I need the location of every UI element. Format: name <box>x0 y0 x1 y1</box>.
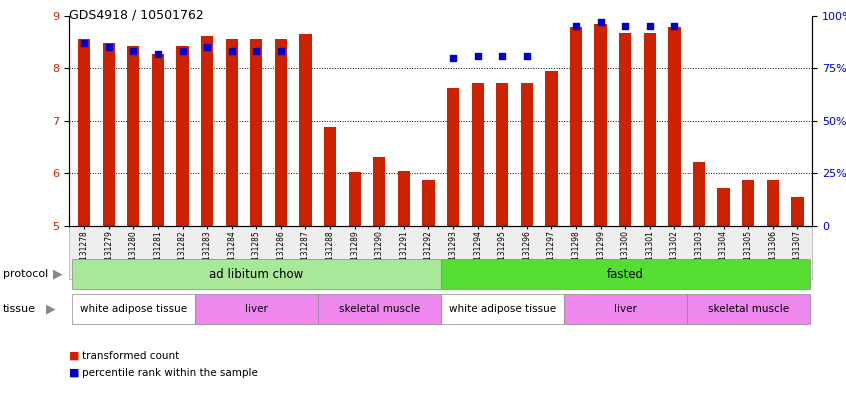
Point <box>102 44 116 50</box>
Point <box>225 48 239 55</box>
Text: liver: liver <box>614 304 637 314</box>
Bar <box>349 173 361 226</box>
Text: ad libitum chow: ad libitum chow <box>209 268 304 281</box>
Text: protocol: protocol <box>3 269 47 279</box>
Text: white adipose tissue: white adipose tissue <box>80 304 187 314</box>
Point <box>201 44 214 50</box>
Bar <box>176 46 189 226</box>
Point <box>274 48 288 55</box>
Bar <box>693 162 706 226</box>
Point <box>151 50 165 57</box>
Point <box>127 48 140 55</box>
Text: liver: liver <box>244 304 267 314</box>
Bar <box>422 180 435 226</box>
Point <box>471 53 485 59</box>
Bar <box>373 156 386 226</box>
Point <box>496 53 509 59</box>
Bar <box>151 54 164 226</box>
Text: white adipose tissue: white adipose tissue <box>448 304 556 314</box>
Bar <box>299 34 311 226</box>
Bar <box>742 180 755 226</box>
Bar <box>595 24 607 226</box>
Text: GDS4918 / 10501762: GDS4918 / 10501762 <box>69 9 204 22</box>
Point <box>520 53 534 59</box>
Bar <box>668 27 680 226</box>
Text: fasted: fasted <box>607 268 644 281</box>
Point <box>77 40 91 46</box>
Text: skeletal muscle: skeletal muscle <box>338 304 420 314</box>
Text: ▶: ▶ <box>52 268 63 281</box>
Text: ■: ■ <box>69 351 80 361</box>
Text: percentile rank within the sample: percentile rank within the sample <box>82 367 258 378</box>
Bar <box>766 180 779 226</box>
Point <box>643 23 656 29</box>
Point <box>250 48 263 55</box>
Point <box>618 23 632 29</box>
Bar <box>520 83 533 226</box>
Point <box>594 19 607 25</box>
Bar <box>226 39 238 226</box>
Text: transformed count: transformed count <box>82 351 179 361</box>
Text: ▶: ▶ <box>46 302 56 316</box>
Bar <box>201 36 213 226</box>
Bar <box>546 71 558 226</box>
Point <box>176 48 190 55</box>
Bar <box>471 83 484 226</box>
Bar <box>102 43 115 226</box>
Bar <box>275 39 287 226</box>
Bar <box>250 39 262 226</box>
Bar <box>127 46 140 226</box>
Point <box>447 55 460 61</box>
Bar <box>78 39 91 226</box>
Bar <box>324 127 336 226</box>
Point <box>569 23 583 29</box>
Bar <box>570 27 582 226</box>
Text: tissue: tissue <box>3 304 36 314</box>
Bar <box>644 33 656 226</box>
Bar <box>496 83 508 226</box>
Bar <box>398 171 410 226</box>
Bar <box>619 33 631 226</box>
Bar <box>447 88 459 226</box>
Text: skeletal muscle: skeletal muscle <box>707 304 788 314</box>
Bar <box>791 197 804 226</box>
Bar <box>717 188 730 226</box>
Point <box>667 23 681 29</box>
Text: ■: ■ <box>69 367 80 378</box>
